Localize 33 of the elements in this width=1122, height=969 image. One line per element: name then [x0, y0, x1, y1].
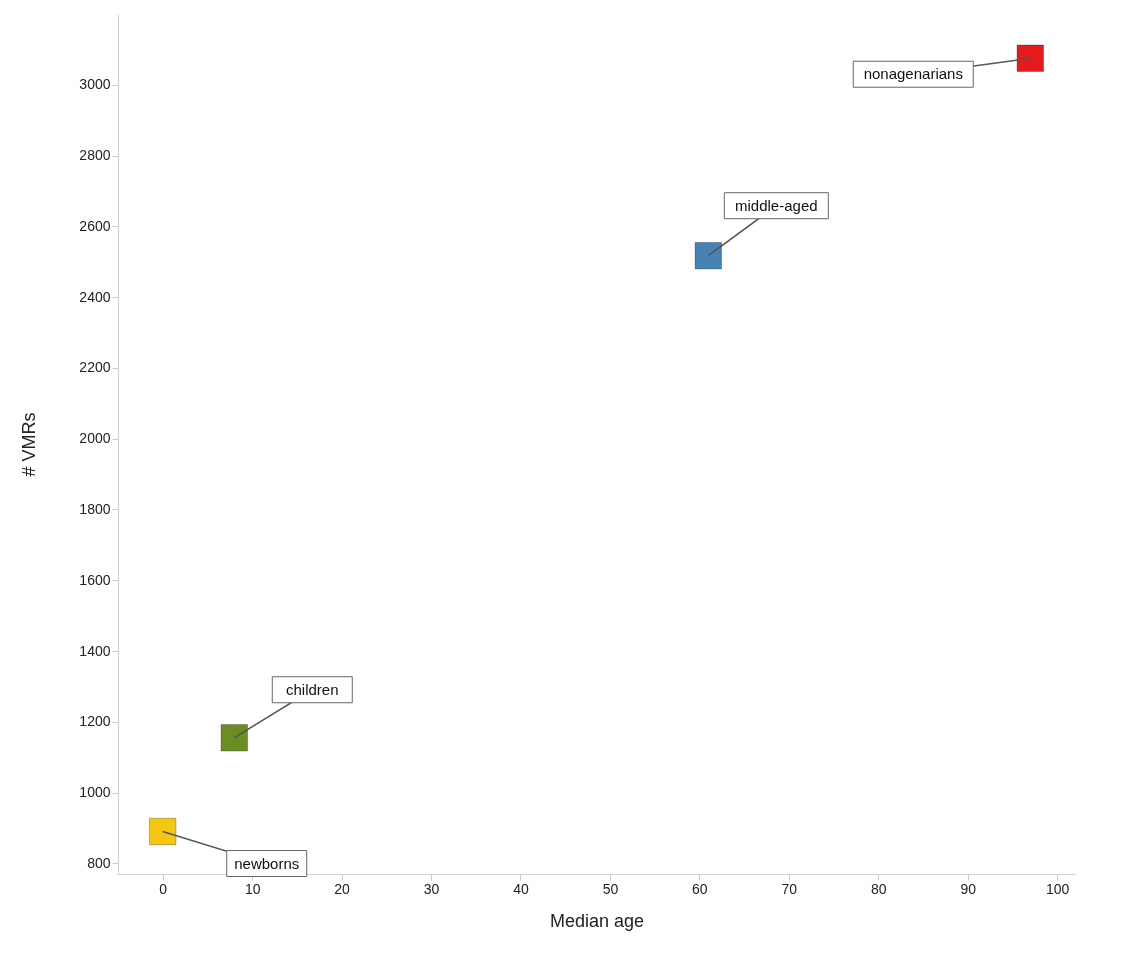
x-tick-label: 60: [692, 880, 708, 897]
y-tick-label: 2000: [79, 430, 111, 447]
point: [694, 241, 723, 270]
text: nonagenarians: [863, 65, 963, 83]
x-tick-label: 20: [334, 880, 351, 897]
text: children: [286, 680, 339, 698]
x-tick-label: 10: [244, 880, 261, 897]
y-tick-label: 2200: [79, 359, 111, 376]
point: [1016, 44, 1045, 72]
point: [220, 724, 248, 752]
y-tick-label: 2400: [79, 288, 111, 305]
x-tick-label: 80: [870, 880, 887, 897]
y-tick-label: 1400: [79, 642, 111, 659]
x-tick-label: 0: [159, 880, 168, 897]
x-tick-label: 90: [960, 880, 977, 897]
x-tick-label: 100: [1045, 880, 1070, 897]
x-tick-label: 30: [423, 880, 440, 897]
point: [148, 817, 177, 846]
y-axis-title: # VMRs: [19, 412, 40, 477]
text: newborns: [234, 854, 300, 872]
y-tick-label: 800: [87, 854, 111, 871]
y-tick-label: 1200: [79, 713, 111, 730]
y-tick-label: 1000: [79, 784, 111, 801]
x-tick-label: 70: [781, 880, 798, 897]
x-tick-label: 50: [602, 880, 619, 897]
text: middle-aged: [735, 196, 818, 214]
x-tick-label: 40: [513, 880, 529, 897]
y-tick-label: 1600: [79, 571, 111, 588]
y-tick-label: 3000: [79, 76, 111, 93]
y-tick-label: 2600: [79, 217, 111, 234]
y-tick-label: 2800: [79, 147, 111, 164]
x-axis-title: Median age: [549, 910, 645, 931]
y-tick-label: 1800: [79, 500, 111, 517]
